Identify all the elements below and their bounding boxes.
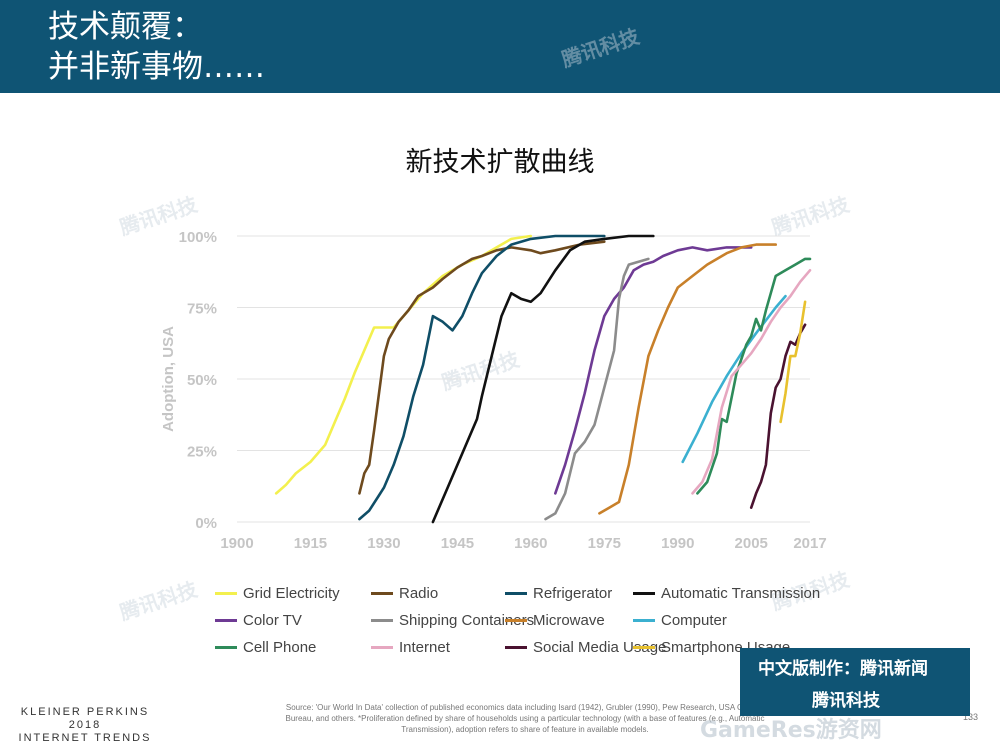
legend-swatch [215,592,237,595]
legend-item: Radio [371,582,438,604]
y-tick-label: 0% [195,515,217,532]
brand-report: INTERNET TRENDS [10,732,160,745]
x-tick-label: 1945 [441,535,474,552]
x-tick-label: 1960 [514,535,547,552]
legend-swatch [371,646,393,649]
x-tick-label: 2005 [735,535,768,552]
legend-item: Microwave [505,609,605,631]
legend-swatch [371,619,393,622]
x-tick-label: 2017 [793,535,826,552]
legend-item: Cell Phone [215,636,316,658]
legend-swatch [215,646,237,649]
series-line [693,270,811,493]
series-line [276,236,531,493]
y-tick-label: 75% [187,301,217,318]
badge-line2: 腾讯科技 [812,686,880,711]
legend-swatch [633,646,655,649]
legend-swatch [215,619,237,622]
y-tick-label: 50% [187,372,217,389]
legend-label: Cell Phone [243,639,316,656]
legend-swatch [505,619,527,622]
legend-label: Internet [399,639,450,656]
footer-brand: KLEINER PERKINS 2018 INTERNET TRENDS [10,706,160,745]
legend-label: Refrigerator [533,585,612,602]
x-tick-label: 1975 [588,535,621,552]
legend-label: Radio [399,585,438,602]
legend-swatch [505,592,527,595]
legend-label: Color TV [243,612,302,629]
source-note: Source: 'Our World In Data' collection o… [285,702,765,735]
legend-item: Refrigerator [505,582,612,604]
badge-line1: 中文版制作：腾讯新闻 [758,654,928,679]
legend-swatch [633,592,655,595]
y-tick-label: 100% [179,229,217,246]
brand-name: KLEINER PERKINS [10,706,160,719]
legend-swatch [505,646,527,649]
series-line [555,247,751,493]
series-line [359,236,604,519]
y-axis-label: Adoption, USA [160,326,177,432]
legend-label: Microwave [533,612,605,629]
brand-year: 2018 [10,719,160,732]
legend-item: Automatic Transmission [633,582,820,604]
legend-item: Color TV [215,609,302,631]
y-tick-label: 25% [187,444,217,461]
legend-label: Grid Electricity [243,585,340,602]
credits-badge: 中文版制作：腾讯新闻 腾讯科技 [740,648,970,716]
legend-swatch [633,619,655,622]
legend-label: Computer [661,612,727,629]
legend-item: Computer [633,609,727,631]
x-tick-label: 1990 [661,535,694,552]
x-tick-label: 1915 [294,535,327,552]
legend-label: Automatic Transmission [661,585,820,602]
legend-item: Grid Electricity [215,582,340,604]
x-tick-label: 1900 [220,535,253,552]
legend-swatch [371,592,393,595]
bottom-watermark: GameRes游资网 [700,712,882,744]
x-tick-label: 1930 [367,535,400,552]
legend-item: Internet [371,636,450,658]
